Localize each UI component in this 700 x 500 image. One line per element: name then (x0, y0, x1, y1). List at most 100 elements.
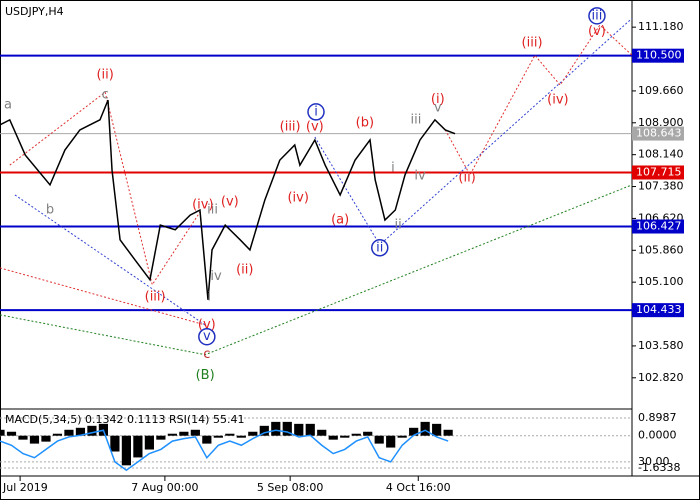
macd-bar (190, 429, 200, 436)
level-box (632, 219, 684, 234)
y-tick-label: 105.100 (638, 275, 684, 288)
indicator-title: MACD(5,34,5) 0.1342 0.1113 RSI(14) 55.41 (5, 413, 244, 426)
macd-bar (443, 429, 453, 436)
wave-label: (v) (588, 24, 606, 39)
wave-label: i (207, 289, 211, 304)
macd-bar (397, 435, 407, 438)
wave-label: iii (207, 203, 218, 218)
macd-bar (110, 435, 120, 452)
macd-bar (409, 427, 419, 436)
macd-bar (248, 431, 258, 436)
macd-bar (6, 431, 17, 436)
wave-guide (444, 24, 633, 176)
macd-bar (305, 423, 315, 436)
y-tick-label: 108.900 (638, 116, 684, 129)
macd-bar (328, 435, 338, 440)
wave-label: v (434, 101, 442, 116)
y-tick-label: 0.0000 (638, 429, 677, 442)
wave-label: ii (376, 240, 383, 255)
wave-label: iii (411, 112, 422, 127)
x-tick-label: 5 Sep 08:00 (257, 481, 323, 494)
wave-label: v (203, 329, 211, 344)
y2-tick-label: 30.00 (638, 455, 670, 468)
macd-bar (363, 431, 373, 436)
macd-bar (121, 435, 131, 466)
macd-bar (340, 435, 350, 438)
wave-label: i (391, 161, 395, 176)
macd-bar (0, 429, 5, 436)
macd-bar (179, 431, 189, 436)
macd-bar (317, 429, 327, 436)
wave-label: iv (210, 269, 222, 284)
level-label: 110.500 (636, 49, 682, 62)
y-tick-label: 111.180 (638, 20, 684, 33)
macd-bar (420, 421, 430, 436)
wave-label: (ii) (236, 263, 253, 278)
macd-bar (213, 435, 223, 438)
macd-bar (225, 433, 235, 436)
level-box (632, 165, 684, 180)
y-tick-label: 109.660 (638, 84, 684, 97)
macd-bar (374, 435, 384, 444)
wave-label: (iii) (522, 36, 543, 51)
wave-label: (iv) (287, 190, 308, 205)
macd-bar (351, 433, 361, 436)
wave-label: (B) (196, 368, 215, 383)
wave-label: (iii) (145, 289, 166, 304)
macd-bar (294, 423, 304, 436)
chart-title: USDJPY,H4 (5, 5, 64, 18)
wave-label: (iv) (192, 198, 213, 213)
y-tick-label: 0.8987 (638, 411, 677, 424)
wave-label: (b) (356, 116, 374, 131)
wave-label: (iv) (547, 93, 568, 108)
wave-label: i (314, 104, 318, 119)
macd-bar (386, 435, 396, 448)
macd-bar (87, 425, 97, 436)
wave-label: (ii) (96, 67, 113, 82)
macd-bar (18, 435, 28, 440)
level-label: 104.433 (636, 303, 682, 316)
macd-bar (52, 433, 63, 436)
wave-label: (v) (221, 195, 239, 210)
current-price-label: 108.643 (636, 127, 682, 140)
x-tick-label: 4 Oct 16:00 (386, 481, 451, 494)
wave-label: ii (395, 218, 402, 233)
level-box (632, 303, 684, 318)
macd-bar (41, 435, 51, 442)
wave-circle (307, 103, 325, 121)
wave-label: (a) (331, 213, 349, 228)
macd-bar (259, 425, 269, 436)
wave-label: (iii) (280, 119, 301, 134)
macd-bar (29, 435, 40, 444)
wave-label: a (4, 98, 12, 113)
wave-label: c (203, 347, 210, 362)
macd-bar (432, 423, 442, 436)
wave-label: b (46, 203, 54, 218)
current-price-box (632, 126, 684, 141)
y-tick-label: 102.820 (638, 371, 684, 384)
wave-label: (v) (306, 119, 324, 134)
macd-bar (271, 421, 281, 436)
x-tick-label: 7 Aug 00:00 (131, 481, 198, 494)
macd-bar (236, 435, 246, 438)
macd-bar (282, 421, 292, 436)
wave-guide (0, 184, 633, 356)
rsi-line (0, 429, 449, 472)
level-box (632, 48, 684, 63)
level-label: 107.715 (636, 165, 682, 178)
wave-label: iii (592, 8, 603, 23)
level-label: 106.427 (636, 220, 682, 233)
y-tick-label: 103.580 (638, 339, 684, 352)
wave-label: (v) (198, 317, 216, 332)
wave-circle (198, 327, 216, 346)
x-tick-label: 8 Jul 2019 (0, 481, 48, 494)
wave-circle (588, 7, 606, 25)
macd-bar (156, 435, 166, 440)
macd-bar (167, 433, 177, 436)
macd-bar (133, 435, 143, 458)
macd-bar (75, 427, 86, 436)
y-tick-label: 107.380 (638, 180, 684, 193)
y-tick-label: -1.6338 (638, 461, 680, 474)
